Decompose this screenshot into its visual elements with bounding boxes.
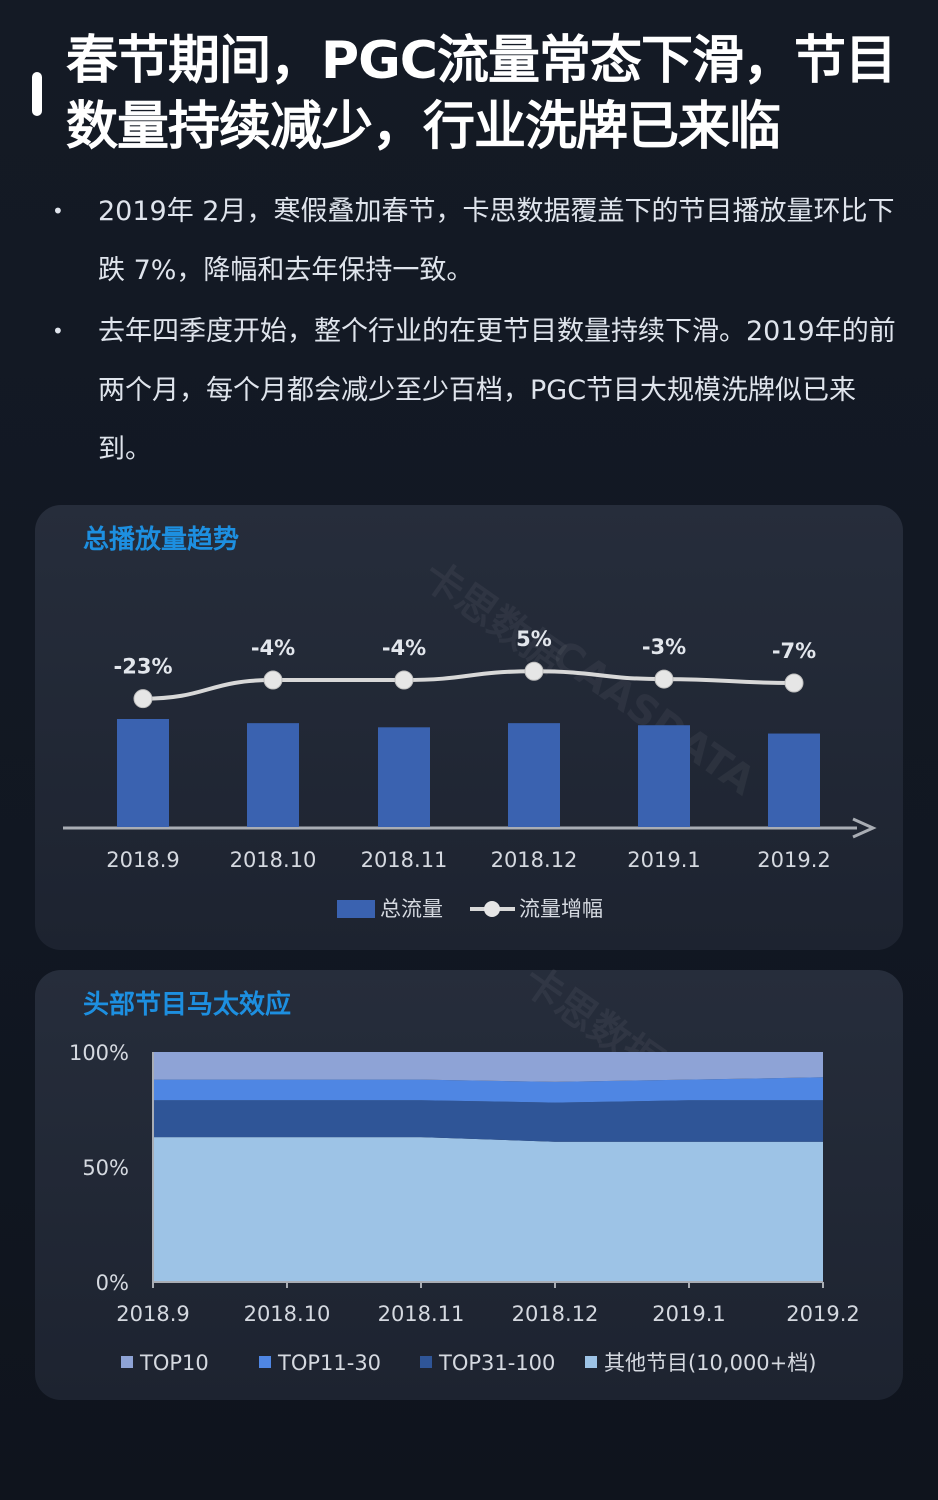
head-program-effect-panel: 卡思数据 卡思数据 100%50%0%2018.92018.102018.112…	[35, 958, 903, 1400]
bullet-list: • 2019年 2月，寒假叠加春节，卡思数据覆盖下的节目播放量环比下跌 7%，降…	[48, 182, 898, 481]
legend-label: 其他节目(10,000+档)	[604, 1351, 816, 1375]
bar-total-traffic	[117, 719, 169, 827]
growth-point	[133, 689, 153, 709]
legend-label: 流量增幅	[519, 897, 603, 921]
x-tick-label: 2018.10	[244, 1302, 331, 1326]
growth-line	[142, 669, 795, 701]
chart-title: 头部节目马太效应	[83, 990, 292, 1020]
area-series	[153, 1077, 823, 1103]
legend-swatch	[420, 1356, 432, 1368]
x-tick-label: 2019.1	[652, 1302, 725, 1326]
growth-point	[394, 670, 414, 690]
bar-total-traffic	[247, 723, 299, 827]
y-tick-label: 100%	[69, 1041, 129, 1065]
legend-swatch-bar	[337, 900, 375, 918]
x-tick-label: 2018.9	[106, 848, 179, 872]
area-series	[153, 1052, 823, 1082]
bullet-text: 2019年 2月，寒假叠加春节，卡思数据覆盖下的节目播放量环比下跌 7%，降幅和…	[98, 196, 895, 286]
x-tick-label: 2019.2	[786, 1302, 859, 1326]
legend-swatch	[585, 1356, 597, 1368]
x-tick-label: 2018.11	[378, 1302, 465, 1326]
x-tick-label: 2019.1	[627, 848, 700, 872]
legend-swatch	[121, 1356, 133, 1368]
legend-label: TOP11-30	[277, 1351, 381, 1375]
growth-point	[784, 673, 804, 693]
legend-label: TOP31-100	[438, 1351, 555, 1375]
bar-total-traffic	[378, 727, 430, 827]
legend-swatch	[259, 1356, 271, 1368]
data-label: -3%	[642, 635, 686, 659]
chart-title: 总播放量趋势	[83, 525, 240, 555]
legend-label: 总流量	[380, 897, 443, 921]
page-title: 春节期间，PGC流量常态下滑，节目数量持续减少，行业洗牌已来临	[66, 31, 897, 157]
data-label: -4%	[251, 636, 295, 660]
x-tick-label: 2018.12	[512, 1302, 599, 1326]
bullet-item: • 2019年 2月，寒假叠加春节，卡思数据覆盖下的节目播放量环比下跌 7%，降…	[48, 182, 898, 300]
growth-point	[524, 661, 544, 681]
play-volume-trend-panel: 卡思数据 CAASDATA 2018.9 2018.10 2018.11 2018.1…	[35, 505, 903, 950]
growth-point	[654, 669, 674, 689]
x-tick-label: 2018.11	[361, 848, 448, 872]
legend-marker-icon	[484, 901, 500, 917]
x-tick-label: 2018.12	[491, 848, 578, 872]
data-label: -23%	[114, 655, 173, 679]
x-tick-label: 2018.10	[230, 848, 317, 872]
growth-point	[263, 670, 283, 690]
bar-total-traffic	[508, 723, 560, 827]
bullet-dot-icon: •	[52, 199, 64, 223]
legend-label: TOP10	[139, 1351, 209, 1375]
data-label: 5%	[516, 627, 552, 651]
data-label: -4%	[382, 636, 426, 660]
bullet-item: • 去年四季度开始，整个行业的在更节目数量持续下滑。2019年的前两个月，每个月…	[48, 302, 898, 479]
play-volume-chart: 2018.9 2018.10 2018.11 2018.12 2019.1 2019.2 -…	[63, 627, 877, 921]
area-series	[153, 1137, 823, 1282]
x-axis-arrow-icon	[852, 817, 877, 839]
program-share-chart: 100% 50% 0% 2018.9 2018.10 2018.11 2018.12 2019…	[69, 1041, 860, 1375]
bullet-text: 去年四季度开始，整个行业的在更节目数量持续下滑。2019年的前两个月，每个月都会…	[98, 316, 896, 465]
x-tick-label: 2019.2	[757, 848, 830, 872]
data-label: -7%	[772, 639, 816, 663]
bar-total-traffic	[638, 725, 690, 827]
area-series	[153, 1100, 823, 1142]
bar-total-traffic	[768, 733, 820, 827]
title-accent-bar	[32, 72, 42, 116]
y-tick-label: 0%	[96, 1271, 129, 1295]
x-tick-label: 2018.9	[116, 1302, 189, 1326]
bullet-dot-icon: •	[52, 319, 64, 343]
y-tick-label: 50%	[82, 1156, 129, 1180]
